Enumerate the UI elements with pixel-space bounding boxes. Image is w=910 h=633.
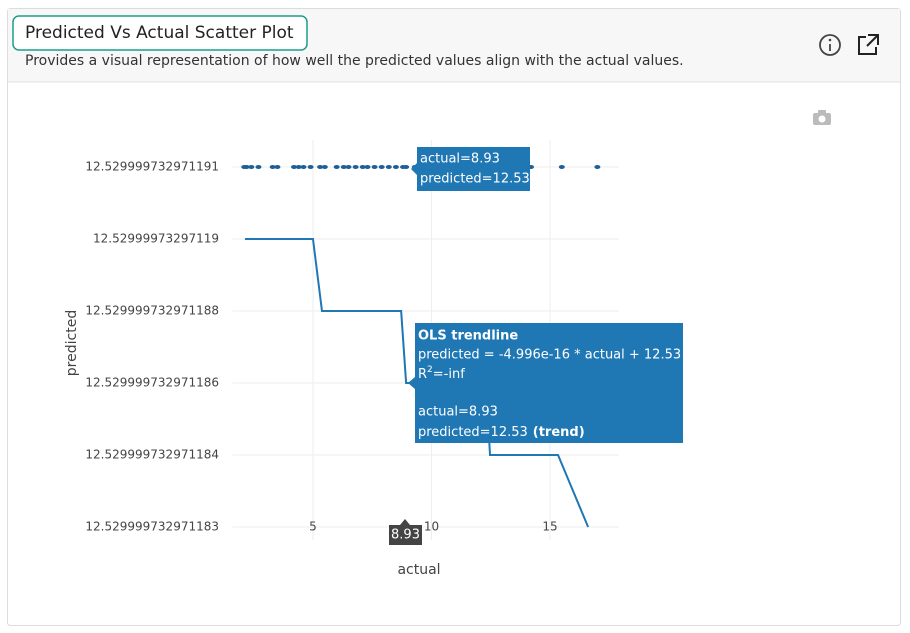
point [364,165,371,169]
hover-text-part: predicted=12.53 [418,425,528,440]
point [248,165,255,169]
point [378,165,385,169]
point [291,165,298,169]
point [345,165,352,169]
point [307,165,314,169]
point [558,165,565,169]
point [371,165,378,169]
point [392,165,399,169]
point [359,165,366,169]
y-tick-label: 12.529999732971188 [85,304,219,318]
expand-icon[interactable] [858,34,879,55]
chart-title: Predicted Vs Actual Scatter Plot [25,23,294,43]
point [317,165,324,169]
hover-box [408,323,683,443]
grid: 12.529999732971183 12.529999732971184 12.5… [85,140,619,540]
hover-text-part: =-inf [433,367,465,382]
info-icon[interactable] [819,34,841,56]
point [274,165,281,169]
y-tick-label: 12.52999973297119 [93,232,219,246]
hover-text: predicted=12.53 (trend) [418,425,585,440]
hover-box [411,147,530,191]
y-tick-label: 12.529999732971183 [85,520,219,534]
camera-icon[interactable] [813,110,831,125]
point [255,165,262,169]
hover-text: R2=-inf [418,365,465,382]
hover-labels: actual=8.93 predicted=12.53 OLS trendline p… [389,147,683,545]
point [340,165,347,169]
hover-title: OLS trendline [418,329,518,344]
point [295,165,302,169]
y-tick-label: 12.529999732971191 [85,160,219,174]
point [594,165,601,169]
x-tick-label: 15 [542,520,557,534]
x-tick-label: 10 [424,520,439,534]
trendline [244,238,590,528]
point [385,165,392,169]
x-hover-box [389,519,422,545]
x-axis-label: actual [397,562,440,578]
hover-text-part: (trend) [533,425,585,440]
title-box [12,15,308,51]
hover-text-part: 2 [427,365,433,375]
point [300,165,307,169]
subtitle: Provides a visual representation of how … [25,53,684,69]
card [7,8,901,626]
y-axis-label: predicted [64,310,80,376]
point [403,165,410,169]
point [321,165,328,169]
y-tick-label: 12.529999732971186 [85,376,219,390]
point [333,165,340,169]
x-tick-label: 5 [309,520,317,534]
hover-text: predicted = -4.996e-16 * actual + 12.53 [418,348,681,363]
hover-text: predicted=12.53 [420,172,530,187]
hover-text: actual=8.93 [420,152,500,167]
point [269,165,276,169]
x-hover-text: 8.93 [391,528,420,543]
point [243,165,250,169]
y-tick-label: 12.529999732971184 [85,448,219,462]
point [352,165,359,169]
hover-text: actual=8.93 [418,405,498,420]
hover-text-part: R [418,367,427,382]
